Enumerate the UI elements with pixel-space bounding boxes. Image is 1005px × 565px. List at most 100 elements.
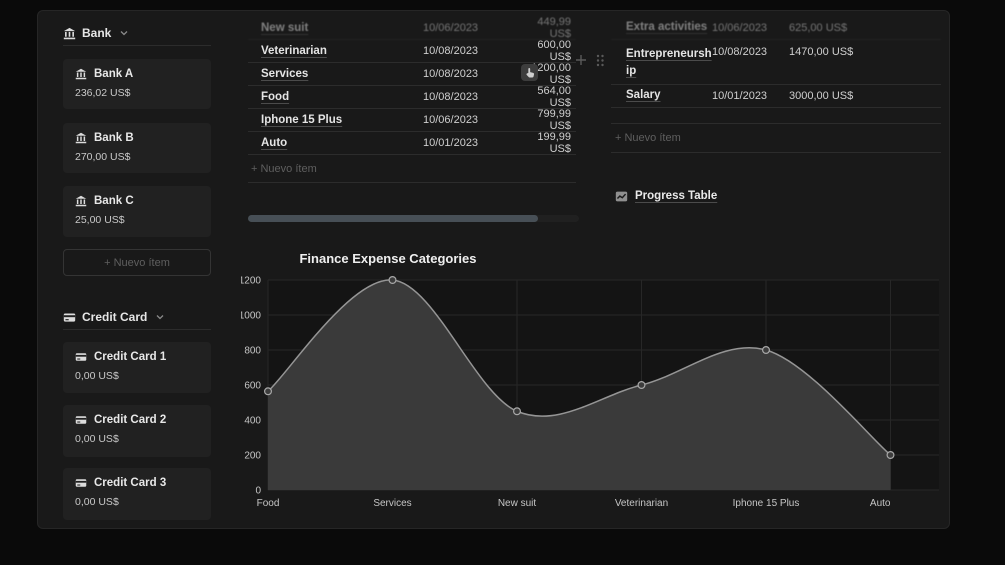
- expense-amount-cell[interactable]: 799,99 US$: [537, 108, 571, 132]
- bank-section-header[interactable]: Bank: [63, 21, 211, 46]
- expense-amount-cell[interactable]: 564,00 US$: [537, 85, 571, 109]
- table-row[interactable]: Auto 10/01/2023 199,99 US$: [248, 131, 576, 155]
- chart-data-point: [388, 275, 397, 285]
- expense-date-cell[interactable]: 10/08/2023: [423, 91, 479, 103]
- plus-icon: [574, 53, 588, 67]
- bank-card-b[interactable]: Bank B 270,00 US$: [63, 123, 211, 173]
- bank-icon: [75, 132, 87, 144]
- expense-date-cell[interactable]: 10/08/2023: [423, 45, 479, 57]
- x-axis-tick-label: Veterinarian: [615, 498, 668, 509]
- expense-name-cell[interactable]: Food: [261, 91, 290, 103]
- expense-date-cell[interactable]: 10/06/2023: [423, 114, 479, 126]
- bank-card-amount: 236,02 US$: [75, 87, 131, 99]
- progress-table-label: Progress Table: [635, 190, 718, 202]
- new-item-label: + Nuevo ítem: [251, 162, 317, 175]
- income-amount-cell[interactable]: 1470,00 US$: [789, 46, 854, 58]
- expense-amount-cell[interactable]: 449,99 US$: [537, 16, 571, 40]
- x-axis-tick-label: Food: [257, 498, 280, 509]
- expense-new-item-row[interactable]: + Nuevo ítem: [248, 155, 576, 183]
- scrollbar-thumb[interactable]: [248, 215, 538, 222]
- income-name-cell[interactable]: Salary: [626, 89, 661, 102]
- chevron-down-icon[interactable]: [155, 312, 165, 322]
- expense-name-cell[interactable]: Iphone 15 Plus: [261, 114, 343, 126]
- bank-new-item-button[interactable]: + Nuevo ítem: [63, 249, 211, 276]
- expense-date-cell[interactable]: 10/01/2023: [423, 137, 479, 149]
- expense-name-cell[interactable]: Services: [261, 68, 309, 80]
- table-row[interactable]: Services 10/08/2023 1200,00 US$: [248, 62, 576, 86]
- bank-card-name: Bank A: [94, 68, 134, 80]
- credit-card-3[interactable]: Credit Card 3 0,00 US$: [63, 468, 211, 520]
- income-name-cell[interactable]: Extra activities: [626, 21, 708, 34]
- chart-data-point: [637, 380, 646, 389]
- chart-data-point: [513, 407, 522, 416]
- income-new-item-row[interactable]: + Nuevo ítem: [611, 123, 941, 153]
- credit-card-2[interactable]: Credit Card 2 0,00 US$: [63, 405, 211, 457]
- expense-table: New suit 10/06/2023 449,99 US$ Veterinar…: [248, 16, 576, 183]
- table-row[interactable]: Veterinarian 10/08/2023 600,00 US$: [248, 39, 576, 63]
- income-amount-cell[interactable]: 625,00 US$: [789, 22, 848, 34]
- table-row[interactable]: Iphone 15 Plus 10/06/2023 799,99 US$: [248, 108, 576, 132]
- credit-card-1[interactable]: Credit Card 1 0,00 US$: [63, 342, 211, 393]
- chart-data-point: [761, 345, 770, 354]
- y-axis-tick-label: 0: [255, 486, 261, 497]
- bank-icon: [63, 27, 76, 40]
- bank-card-name: Bank B: [94, 132, 134, 144]
- income-date-cell[interactable]: 10/08/2023: [712, 46, 768, 58]
- credit-card-name: Credit Card 1: [94, 351, 167, 363]
- credit-card-icon: [75, 351, 87, 363]
- income-name-cell[interactable]: Entrepreneurship: [626, 48, 712, 78]
- bank-icon: [75, 195, 87, 207]
- x-axis-tick-label: Iphone 15 Plus: [733, 498, 800, 509]
- bank-card-name: Bank C: [94, 195, 134, 207]
- credit-card-amount: 0,00 US$: [75, 496, 119, 508]
- income-date-cell[interactable]: 10/01/2023: [712, 90, 768, 102]
- table-row[interactable]: Food 10/08/2023 564,00 US$: [248, 85, 576, 109]
- expense-date-cell[interactable]: 10/06/2023: [423, 22, 479, 34]
- credit-card-amount: 0,00 US$: [75, 433, 119, 445]
- income-table: Extra activities 10/06/2023 625,00 US$ E…: [611, 17, 941, 108]
- x-axis-tick-label: New suit: [498, 498, 537, 509]
- income-date-cell[interactable]: 10/06/2023: [712, 22, 768, 34]
- credit-card-name: Credit Card 3: [94, 477, 167, 489]
- bank-card-amount: 270,00 US$: [75, 151, 131, 163]
- drag-handle[interactable]: [594, 53, 606, 68]
- x-axis-tick-label: Auto: [870, 498, 891, 509]
- y-axis-tick-label: 400: [244, 416, 261, 427]
- expense-name-cell[interactable]: Auto: [261, 137, 288, 149]
- expense-name-cell[interactable]: Veterinarian: [261, 45, 327, 57]
- table-row[interactable]: Entrepreneurship 10/08/2023 1470,00 US$: [611, 40, 941, 85]
- credit-card-icon: [63, 311, 76, 324]
- credit-card-amount: 0,00 US$: [75, 370, 119, 382]
- bank-section-label: Bank: [82, 26, 112, 40]
- main-panel: Bank Bank A 236,02 US$ Bank B 270,00 US$…: [37, 10, 950, 529]
- expense-amount-cell[interactable]: 199,99 US$: [537, 131, 571, 155]
- chart-area-fill: [268, 279, 891, 490]
- table-row[interactable]: Extra activities 10/06/2023 625,00 US$: [611, 17, 941, 40]
- bank-card-c[interactable]: Bank C 25,00 US$: [63, 186, 211, 237]
- y-axis-tick-label: 1200: [241, 276, 261, 287]
- table-row[interactable]: New suit 10/06/2023 449,99 US$: [248, 16, 576, 40]
- progress-table-link[interactable]: Progress Table: [615, 187, 717, 205]
- table-row[interactable]: Salary 10/01/2023 3000,00 US$: [611, 85, 941, 108]
- line-chart-icon: [615, 190, 628, 203]
- expense-amount-cell[interactable]: 600,00 US$: [537, 39, 571, 63]
- hand-pointer-icon: [525, 67, 535, 78]
- income-amount-cell[interactable]: 3000,00 US$: [789, 90, 854, 102]
- horizontal-scrollbar[interactable]: [248, 215, 579, 222]
- new-item-label: + Nuevo ítem: [104, 256, 170, 269]
- credit-card-icon: [75, 477, 87, 489]
- y-axis-tick-label: 800: [244, 346, 261, 357]
- hand-cursor-badge: [521, 64, 538, 81]
- expense-name-cell[interactable]: New suit: [261, 22, 309, 34]
- chart-data-point: [264, 387, 273, 396]
- expense-date-cell[interactable]: 10/08/2023: [423, 68, 479, 80]
- bank-card-a[interactable]: Bank A 236,02 US$: [63, 59, 211, 109]
- x-axis-tick-label: Services: [373, 498, 411, 509]
- chevron-down-icon[interactable]: [119, 28, 129, 38]
- credit-card-section-label: Credit Card: [82, 310, 148, 324]
- credit-card-section-header[interactable]: Credit Card: [63, 305, 211, 330]
- add-block-button[interactable]: [574, 53, 588, 67]
- expense-amount-cell[interactable]: 1200,00 US$: [531, 62, 571, 86]
- chart-title: Finance Expense Categories: [299, 251, 477, 266]
- finance-chart-svg: 0 200 400 600 800 1000 1200 Food Services New sui…: [241, 275, 939, 509]
